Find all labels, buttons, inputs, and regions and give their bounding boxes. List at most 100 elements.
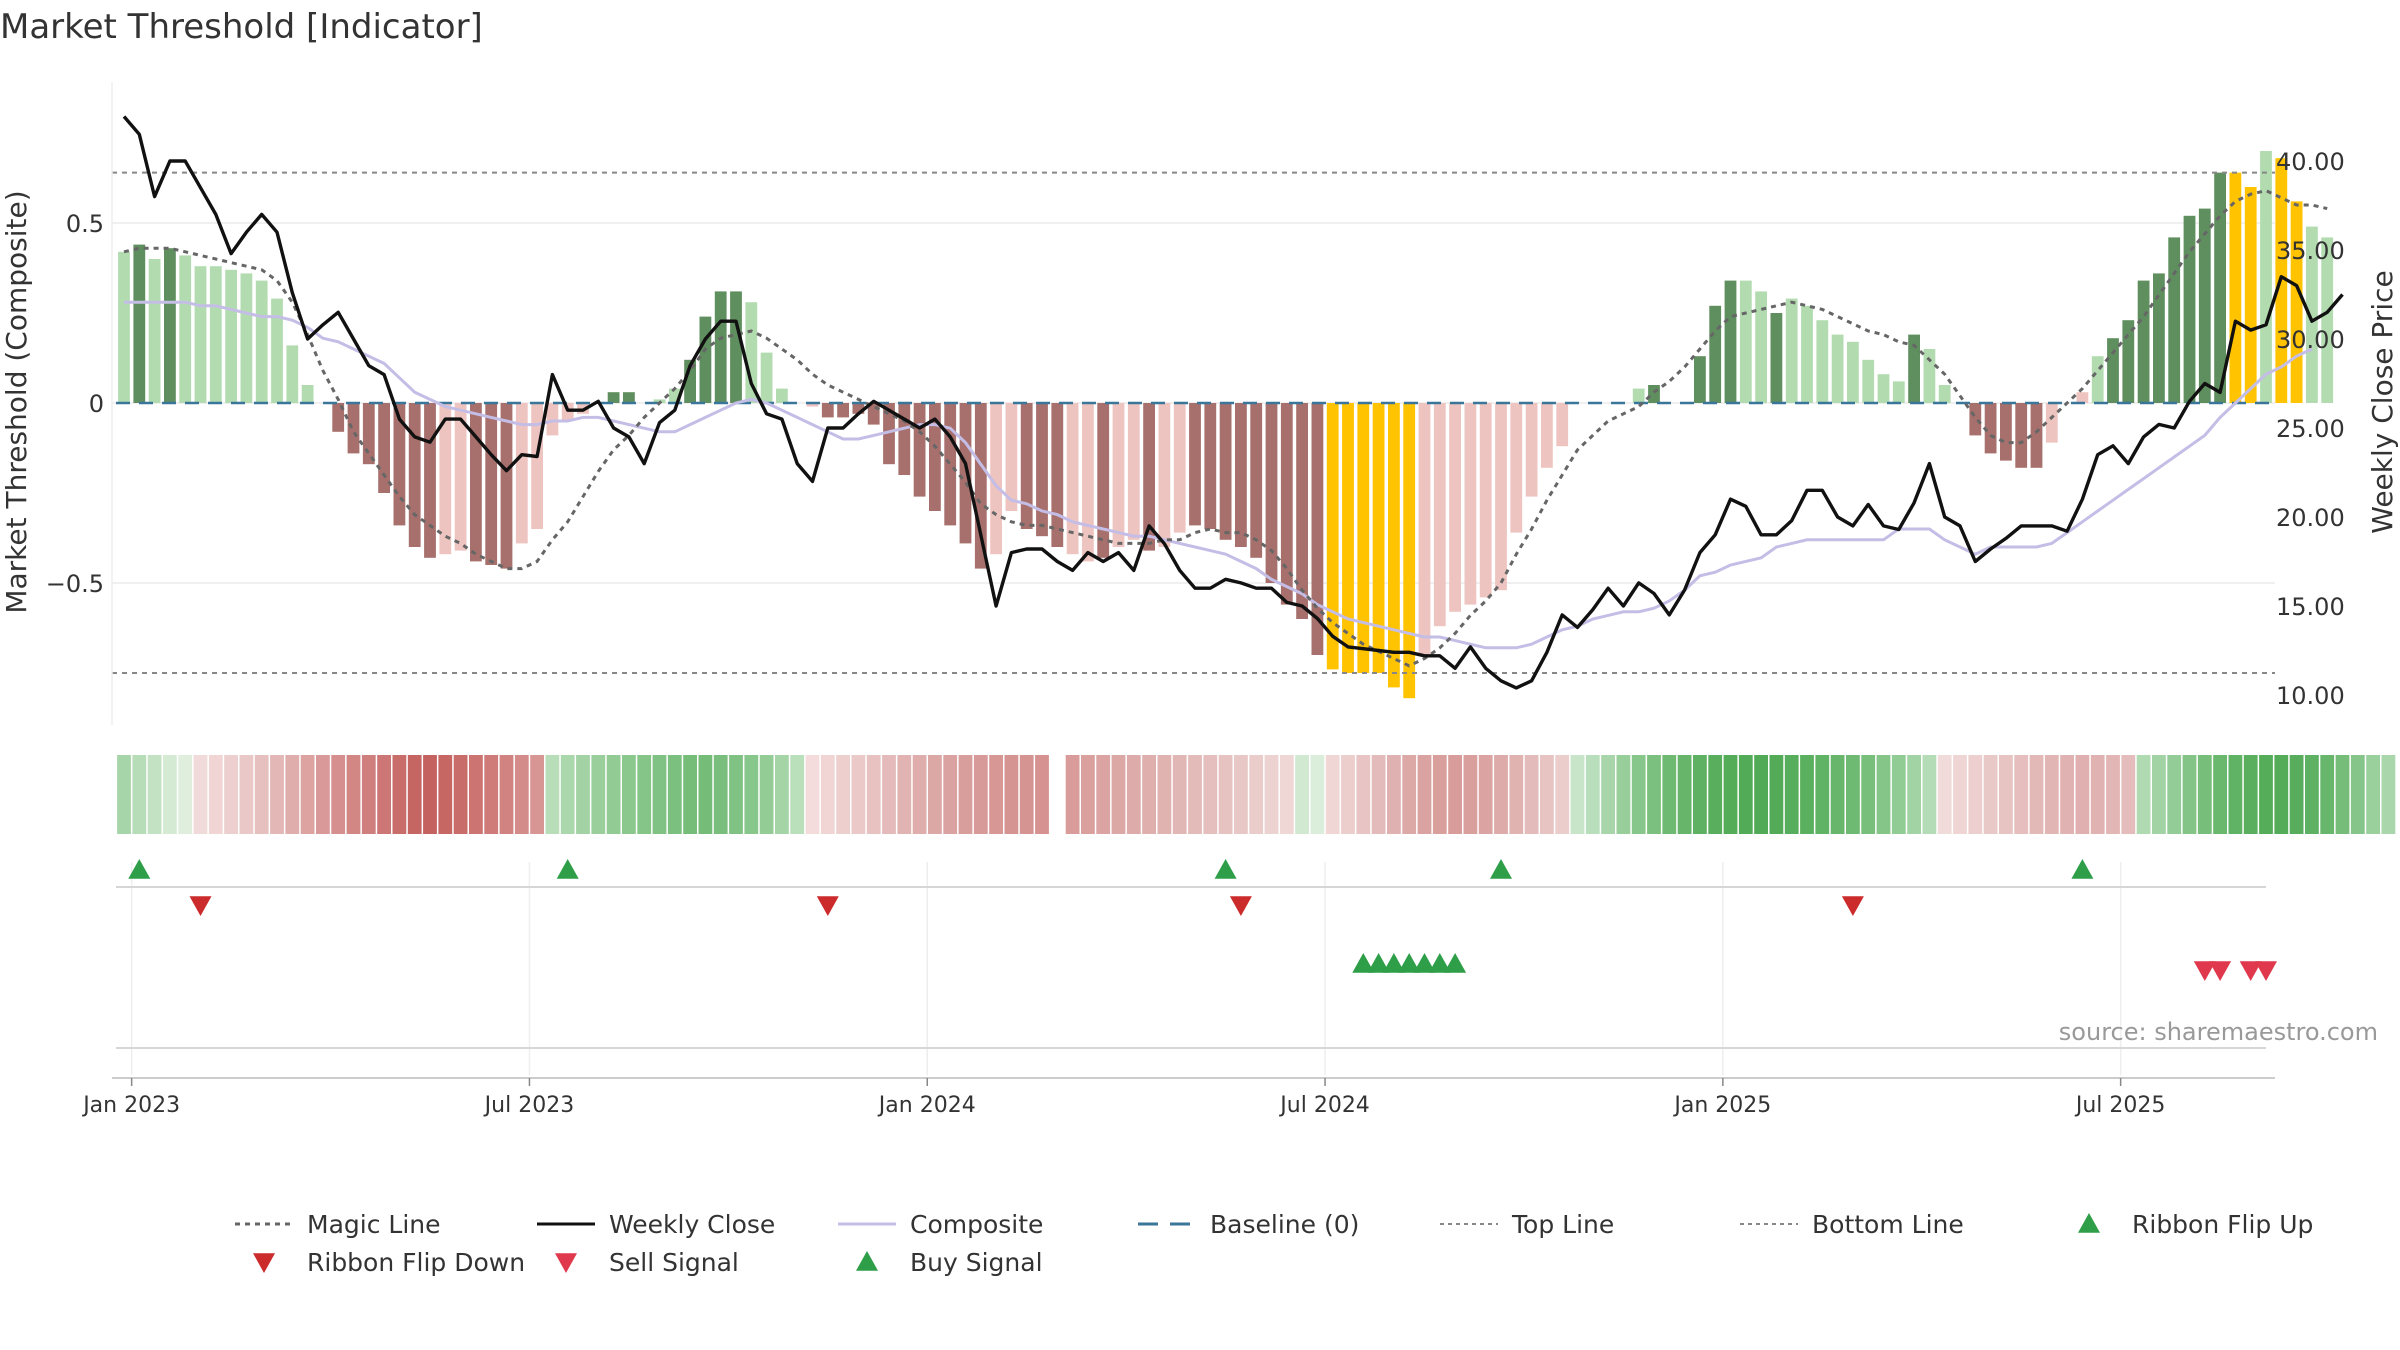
x-tick-label: Jan 2024 [877, 1093, 976, 1118]
ribbon-cell [1279, 755, 1294, 834]
ribbon-cell [2274, 755, 2289, 834]
legend-item: Weekly Close [537, 1210, 775, 1239]
composite-bar [424, 403, 436, 558]
ribbon-cell [790, 755, 805, 834]
composite-bar [1648, 385, 1660, 403]
ribbon-cell [1203, 755, 1218, 834]
composite-bar [2198, 208, 2211, 403]
composite-bar [1342, 403, 1354, 673]
ribbon-flip-down-marker [816, 896, 839, 916]
ribbon-cell [1050, 755, 1065, 834]
composite-bar [470, 403, 482, 562]
legend: Magic Line Weekly Close Composite Baseline … [235, 1210, 2313, 1277]
composite-bar [1632, 388, 1645, 403]
ribbon-cell [2381, 755, 2396, 834]
ribbon-cell [622, 755, 636, 834]
composite-bar [1418, 403, 1431, 655]
x-tick-label: Jul 2023 [483, 1093, 575, 1118]
composite-bar [1020, 403, 1033, 529]
composite-bar [362, 403, 375, 465]
composite-bar [2045, 403, 2058, 443]
ribbon-cell [2075, 755, 2090, 834]
composite-bar [561, 403, 574, 421]
ribbon-cell [1295, 755, 1309, 834]
composite-bar [730, 291, 742, 403]
ribbon-cell [1677, 755, 1692, 834]
ribbon-cell [2152, 755, 2166, 834]
left-tick-label: −0.5 [46, 570, 104, 598]
composite-bar [1173, 403, 1186, 533]
composite-bar [623, 392, 635, 403]
ribbon-cell [1601, 755, 1615, 834]
ribbon-cell [530, 755, 544, 834]
axes: 0.5 0 −0.5 40.00 35.00 30.00 25.00 20.00 15.00 10… [46, 82, 2345, 725]
legend-swatch [856, 1251, 878, 1271]
ribbon-cell [1647, 755, 1661, 834]
sell-signal-marker [2255, 961, 2277, 981]
ribbon-cell [1830, 755, 1845, 834]
legend-label: Ribbon Flip Down [307, 1248, 525, 1277]
composite-bar [1449, 403, 1461, 612]
legend-label: Top Line [1511, 1210, 1614, 1239]
buy-signal-marker [1367, 953, 1390, 973]
ribbon-cell [1019, 755, 1034, 834]
ribbon-cell [713, 755, 728, 834]
ribbon-cell [1509, 755, 1524, 834]
x-axis: Jan 2023 Jul 2023 Jan 2024 Jul 2024 Jan 2025… [81, 1077, 2275, 1118]
legend-swatch [253, 1253, 275, 1273]
legend-item: Top Line [1440, 1210, 1614, 1239]
right-tick-label: 10.00 [2276, 682, 2345, 710]
ribbon-cell [1249, 755, 1264, 834]
buy-signal-marker [1382, 953, 1405, 973]
composite-bar [531, 403, 543, 529]
right-tick-label: 30.00 [2276, 326, 2345, 354]
ribbon-cell [1662, 755, 1677, 834]
ribbon-cell [1616, 755, 1631, 834]
ribbon-cell [2121, 755, 2136, 834]
composite-bar [1280, 403, 1293, 605]
composite-bar [913, 403, 926, 497]
ribbon-cell [1234, 755, 1248, 834]
composite-bar [2076, 392, 2089, 403]
ribbon-cell [775, 755, 789, 834]
composite-bar [1495, 403, 1507, 591]
ribbon-cell [1846, 755, 1860, 834]
right-tick-label: 20.00 [2276, 504, 2345, 532]
composite-bar [179, 255, 192, 403]
ribbon-cell [1432, 755, 1447, 834]
ribbon-cell [606, 755, 621, 834]
ribbon-cell [1478, 755, 1493, 834]
composite-bar [148, 259, 161, 403]
composite-bar [898, 403, 911, 475]
ribbon-cell [1035, 755, 1049, 834]
ribbon-cell [897, 755, 912, 834]
ribbon-cell [1968, 755, 1983, 834]
ribbon-cell [2197, 755, 2212, 834]
composite-bar [2260, 151, 2272, 403]
composite-bar [1877, 374, 1890, 403]
composite-bar [286, 345, 299, 403]
composite-bar [1357, 403, 1370, 673]
ribbon-cell [1081, 755, 1095, 834]
ribbon-cell [2259, 755, 2273, 834]
ribbon-cell [1111, 755, 1126, 834]
legend-item: Sell Signal [555, 1248, 739, 1277]
composite-bar [240, 273, 253, 403]
legend-item: Ribbon Flip Up [2078, 1210, 2313, 1239]
composite-bar [2229, 172, 2242, 403]
composite-bar [2015, 403, 2028, 468]
ribbon-cell [147, 755, 162, 834]
composite-bar [867, 403, 880, 425]
composite-bar [332, 403, 345, 432]
ribbon-cell [1310, 755, 1325, 834]
composite-bar [1036, 403, 1048, 537]
ribbon-cell [1953, 755, 1967, 834]
composite-bar [883, 403, 895, 465]
composite-bar [1097, 403, 1110, 558]
composite-bar [1556, 403, 1569, 447]
composite-bar [164, 248, 176, 403]
composite-bar [1112, 403, 1125, 547]
ribbon-cell [545, 755, 560, 834]
chart-title: Market Threshold [Indicator] [0, 7, 483, 47]
